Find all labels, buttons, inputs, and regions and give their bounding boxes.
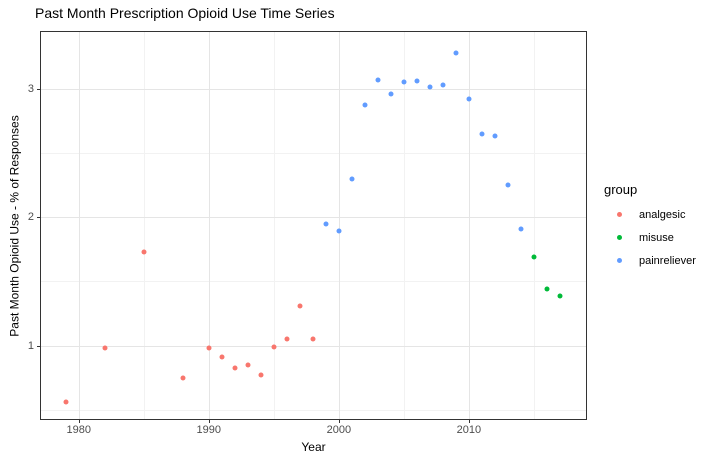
y-major-gridline — [41, 217, 586, 219]
y-major-gridline — [41, 88, 586, 90]
y-major-gridline — [41, 345, 586, 347]
data-point-analgesic — [310, 336, 316, 342]
x-minor-gridline — [403, 32, 405, 419]
legend-key — [611, 252, 628, 269]
x-minor-gridline — [143, 32, 145, 419]
painreliever-dot-icon — [617, 258, 622, 263]
data-point-painreliever — [414, 78, 420, 84]
data-point-painreliever — [375, 77, 381, 83]
data-point-analgesic — [219, 354, 225, 360]
x-minor-gridline — [533, 32, 535, 419]
data-point-painreliever — [336, 228, 342, 234]
data-point-painreliever — [518, 226, 524, 232]
misuse-dot-icon — [617, 235, 622, 240]
data-point-painreliever — [323, 221, 329, 227]
data-point-misuse — [531, 254, 537, 260]
legend-item-label: misuse — [639, 231, 674, 244]
data-point-painreliever — [440, 82, 446, 88]
data-point-painreliever — [505, 182, 511, 188]
data-point-painreliever — [427, 84, 433, 90]
data-point-misuse — [557, 293, 563, 299]
x-major-gridline — [208, 32, 210, 419]
legend-item-painreliever: painreliever — [604, 249, 696, 272]
data-point-painreliever — [362, 102, 368, 108]
y-tick-label: 1 — [27, 339, 34, 352]
y-axis-tick — [37, 345, 41, 347]
x-axis-tick — [78, 419, 80, 423]
legend-key — [611, 229, 628, 246]
data-point-analgesic — [180, 375, 186, 381]
x-axis-tick — [468, 419, 470, 423]
legend-key — [611, 206, 628, 223]
data-point-analgesic — [271, 344, 277, 350]
chart-title: Past Month Prescription Opioid Use Time … — [35, 5, 335, 21]
data-point-painreliever — [349, 176, 355, 182]
data-point-painreliever — [401, 79, 407, 85]
plot-panel: 1980 1990 2000 2010 1 2 3 — [28, 31, 587, 436]
data-point-analgesic — [102, 345, 108, 351]
data-point-painreliever — [466, 96, 472, 102]
data-point-painreliever — [453, 50, 459, 56]
data-point-analgesic — [258, 372, 264, 378]
x-tick-label: 1990 — [196, 424, 222, 436]
data-point-misuse — [544, 286, 550, 292]
legend-item-analgesic: analgesic — [604, 203, 696, 226]
y-tick-label: 3 — [27, 82, 34, 95]
y-minor-gridline — [41, 152, 586, 154]
x-major-gridline — [78, 32, 80, 419]
y-axis-title: Past Month Opioid Use - % of Responses — [7, 115, 22, 337]
legend-item-label: analgesic — [639, 208, 686, 221]
data-point-analgesic — [297, 303, 303, 309]
analgesic-dot-icon — [617, 212, 622, 217]
data-point-painreliever — [479, 131, 485, 137]
y-minor-gridline — [41, 410, 586, 411]
y-minor-gridline — [41, 281, 586, 283]
data-point-painreliever — [388, 91, 394, 97]
data-point-analgesic — [63, 399, 69, 405]
legend-item-misuse: misuse — [604, 226, 696, 249]
data-point-analgesic — [141, 249, 147, 255]
x-tick-label: 2000 — [326, 424, 352, 436]
x-axis-tick — [338, 419, 340, 423]
data-point-analgesic — [206, 345, 212, 351]
legend: group analgesic misuse painreliever — [604, 182, 696, 272]
data-point-analgesic — [245, 362, 251, 368]
legend-title: group — [604, 182, 638, 197]
y-tick-label: 2 — [27, 211, 34, 224]
y-axis-tick — [37, 217, 41, 219]
x-major-gridline — [468, 32, 470, 419]
legend-item-label: painreliever — [639, 254, 696, 267]
x-tick-label: 1980 — [66, 424, 91, 436]
data-point-painreliever — [492, 133, 498, 139]
x-minor-gridline — [273, 32, 275, 419]
x-axis-tick — [208, 419, 210, 423]
x-tick-label: 2010 — [456, 424, 482, 436]
x-axis-title: Year — [301, 440, 326, 454]
y-axis-tick — [37, 88, 41, 90]
data-point-analgesic — [232, 365, 238, 371]
data-point-analgesic — [284, 336, 290, 342]
x-major-gridline — [338, 32, 340, 419]
